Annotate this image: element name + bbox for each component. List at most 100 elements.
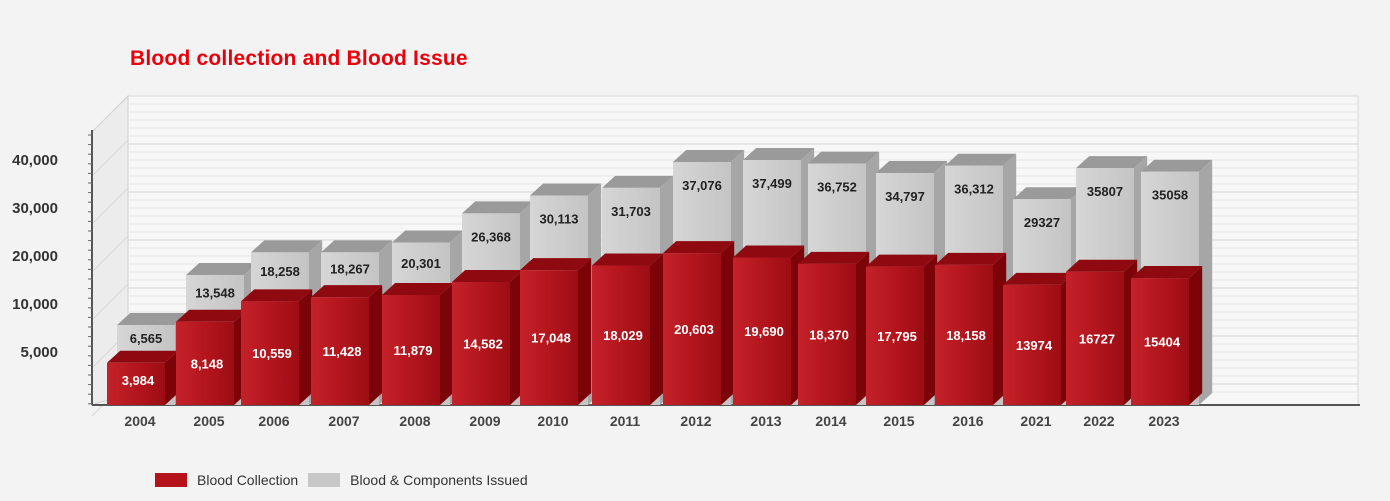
bar-side — [440, 282, 454, 405]
bar-front — [733, 257, 791, 405]
data-label-collection: 18,158 — [946, 328, 986, 343]
bar-side — [993, 252, 1007, 405]
bar-top — [251, 240, 323, 253]
data-label-collection: 11,879 — [393, 343, 432, 358]
x-tick-label: 2011 — [610, 413, 641, 429]
bar-top — [945, 153, 1017, 166]
x-tick-label: 2009 — [469, 413, 500, 429]
bar-top — [866, 254, 938, 267]
chart-title: Blood collection and Blood Issue — [130, 47, 468, 70]
x-tick-label: 2016 — [952, 413, 983, 429]
gridline-side — [91, 187, 129, 225]
legend-item-issued: Blood & Components Issued — [308, 472, 528, 488]
x-tick-label: 2008 — [399, 413, 430, 429]
data-label-collection: 13974 — [1016, 338, 1053, 353]
bar-front — [866, 266, 924, 405]
x-tick-label: 2013 — [750, 413, 781, 429]
bar-collection — [107, 350, 179, 405]
bar-top — [321, 240, 393, 253]
x-tick-label: 2022 — [1083, 413, 1114, 429]
bar-collection — [1131, 266, 1203, 405]
bar-side — [165, 350, 179, 405]
data-label-collection: 20,603 — [674, 322, 714, 337]
bar-top — [520, 258, 592, 271]
bar-top — [176, 309, 248, 322]
data-label-collection: 17,048 — [531, 331, 571, 346]
legend-item-blood-collection: Blood Collection — [155, 472, 298, 488]
bar-top — [1141, 159, 1213, 172]
bar-side — [650, 253, 664, 405]
series-collection: 3,984 8,148 10,559 11,428 11,879 14,582 17,048… — [107, 241, 1203, 405]
bar-top — [1131, 266, 1203, 279]
bar-collection — [520, 258, 592, 405]
x-tick-label: 2007 — [328, 413, 359, 429]
data-label-issued: 18,258 — [260, 264, 300, 279]
gridline-side — [91, 283, 129, 321]
bar-top — [876, 160, 948, 173]
bar-collection — [176, 309, 248, 405]
data-label-issued: 34,797 — [885, 189, 925, 204]
legend-label: Blood & Components Issued — [350, 472, 528, 488]
x-tick-label: 2005 — [193, 413, 224, 429]
bar-top — [733, 245, 805, 258]
bar-front — [592, 265, 650, 405]
bar-front — [520, 270, 578, 405]
legend-label: Blood Collection — [197, 472, 299, 488]
x-tick-label: 2014 — [815, 413, 846, 429]
bar-side — [369, 285, 383, 405]
data-label-collection: 10,559 — [252, 346, 292, 361]
y-tick-label: 30,000 — [12, 200, 58, 217]
bar-top — [798, 251, 870, 264]
bar-side — [510, 270, 524, 405]
data-label-issued: 36,312 — [954, 182, 994, 197]
x-tick-label: 2006 — [258, 413, 289, 429]
data-label-issued: 37,499 — [752, 176, 792, 191]
bar-top — [663, 241, 735, 254]
bar-collection — [733, 245, 805, 405]
data-label-issued: 6,565 — [130, 331, 163, 346]
data-label-issued: 26,368 — [471, 229, 511, 244]
data-label-issued: 20,301 — [401, 256, 441, 271]
bar-side — [1189, 266, 1203, 405]
bar-side — [299, 289, 313, 405]
bar-collection — [798, 251, 870, 405]
y-tick-label: 5,000 — [20, 344, 58, 361]
bar-top — [673, 150, 745, 163]
data-label-collection: 14,582 — [463, 337, 503, 352]
bar-top — [186, 262, 258, 275]
data-label-issued: 30,113 — [539, 211, 578, 226]
bar-top — [602, 175, 674, 188]
data-label-collection: 17,795 — [877, 329, 917, 344]
data-label-collection: 15404 — [1144, 335, 1181, 350]
bar-top — [1076, 156, 1148, 169]
data-label-issued: 29327 — [1024, 215, 1060, 230]
x-tick-label: 2023 — [1148, 413, 1179, 429]
x-tick-label: 2010 — [537, 413, 568, 429]
bar-front — [107, 362, 165, 405]
bar-collection — [382, 282, 454, 405]
x-tick-label: 2015 — [883, 413, 914, 429]
data-label-issued: 18,267 — [330, 262, 370, 277]
bar-top — [241, 289, 313, 302]
bar-side — [856, 251, 870, 405]
bar-top — [117, 312, 189, 325]
bar-top — [808, 151, 880, 164]
data-label-issued: 13,548 — [195, 285, 235, 300]
legend-swatch-red — [155, 473, 187, 487]
axis-ticks: 5,000 10,000 20,000 30,000 40,000 2004 2005 200… — [12, 152, 1180, 429]
y-tick-label: 10,000 — [12, 296, 58, 313]
bar-top — [382, 282, 454, 295]
data-label-issued: 35807 — [1087, 184, 1123, 199]
bar-top — [1003, 272, 1075, 285]
bar-side — [721, 241, 735, 405]
data-label-issued: 36,752 — [817, 180, 857, 195]
data-label-collection: 8,148 — [191, 356, 224, 371]
bar-top — [462, 201, 534, 214]
bar-top — [1013, 187, 1085, 200]
bar-front — [176, 321, 234, 405]
bar-top — [452, 270, 524, 283]
data-label-collection: 18,029 — [603, 328, 643, 343]
bar-collection — [452, 270, 524, 405]
bar-front — [798, 263, 856, 405]
bar-top — [530, 183, 602, 196]
